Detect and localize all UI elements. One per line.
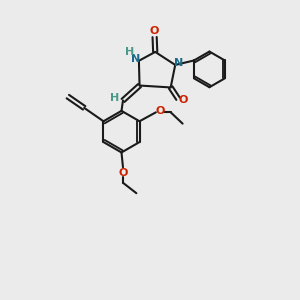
Text: O: O [179,95,188,105]
Text: H: H [125,47,134,57]
Text: N: N [174,58,183,68]
Text: N: N [131,54,140,64]
Text: O: O [118,168,128,178]
Text: O: O [150,26,159,36]
Text: O: O [155,106,165,116]
Text: H: H [110,93,119,103]
